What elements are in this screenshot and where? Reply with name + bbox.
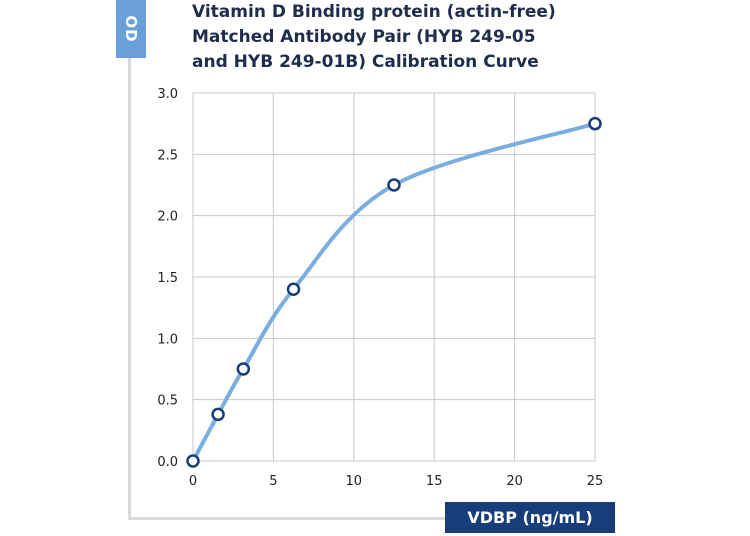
calibration-curve — [191, 121, 597, 463]
y-tick-label: 0.0 — [157, 455, 178, 470]
x-tick-label: 20 — [506, 474, 523, 489]
x-tick-label: 5 — [269, 474, 277, 489]
data-point — [588, 116, 602, 131]
x-tick-label: 10 — [346, 474, 363, 489]
x-tick-label: 0 — [189, 474, 197, 489]
y-tick-label: 2.5 — [157, 148, 178, 163]
x-tick-label: 25 — [587, 474, 604, 489]
y-axis-label-badge: OD — [116, 0, 146, 58]
chart-title-line-2: Matched Antibody Pair (HYB 249-05 — [192, 27, 536, 47]
data-point — [236, 362, 251, 376]
data-point — [387, 178, 401, 192]
frame-bottom-bar — [128, 517, 446, 520]
data-point — [286, 282, 301, 297]
y-tick-label: 1.5 — [157, 271, 178, 286]
chart-title-line-1: Vitamin D Binding protein (actin-free) — [192, 2, 556, 22]
data-point — [211, 407, 225, 422]
x-axis-label: VDBP (ng/mL) — [467, 508, 593, 527]
y-tick-label: 3.0 — [157, 87, 178, 102]
x-tick-label: 15 — [426, 474, 443, 489]
y-tick-label: 0.5 — [157, 394, 178, 409]
chart-title-line-3: and HYB 249-01B) Calibration Curve — [192, 52, 539, 72]
x-axis-label-badge: VDBP (ng/mL) — [445, 502, 615, 533]
frame-left-bar — [128, 58, 131, 520]
y-tick-label: 2.0 — [157, 210, 178, 225]
data-point — [186, 454, 200, 468]
y-tick-label: 1.0 — [157, 332, 178, 347]
